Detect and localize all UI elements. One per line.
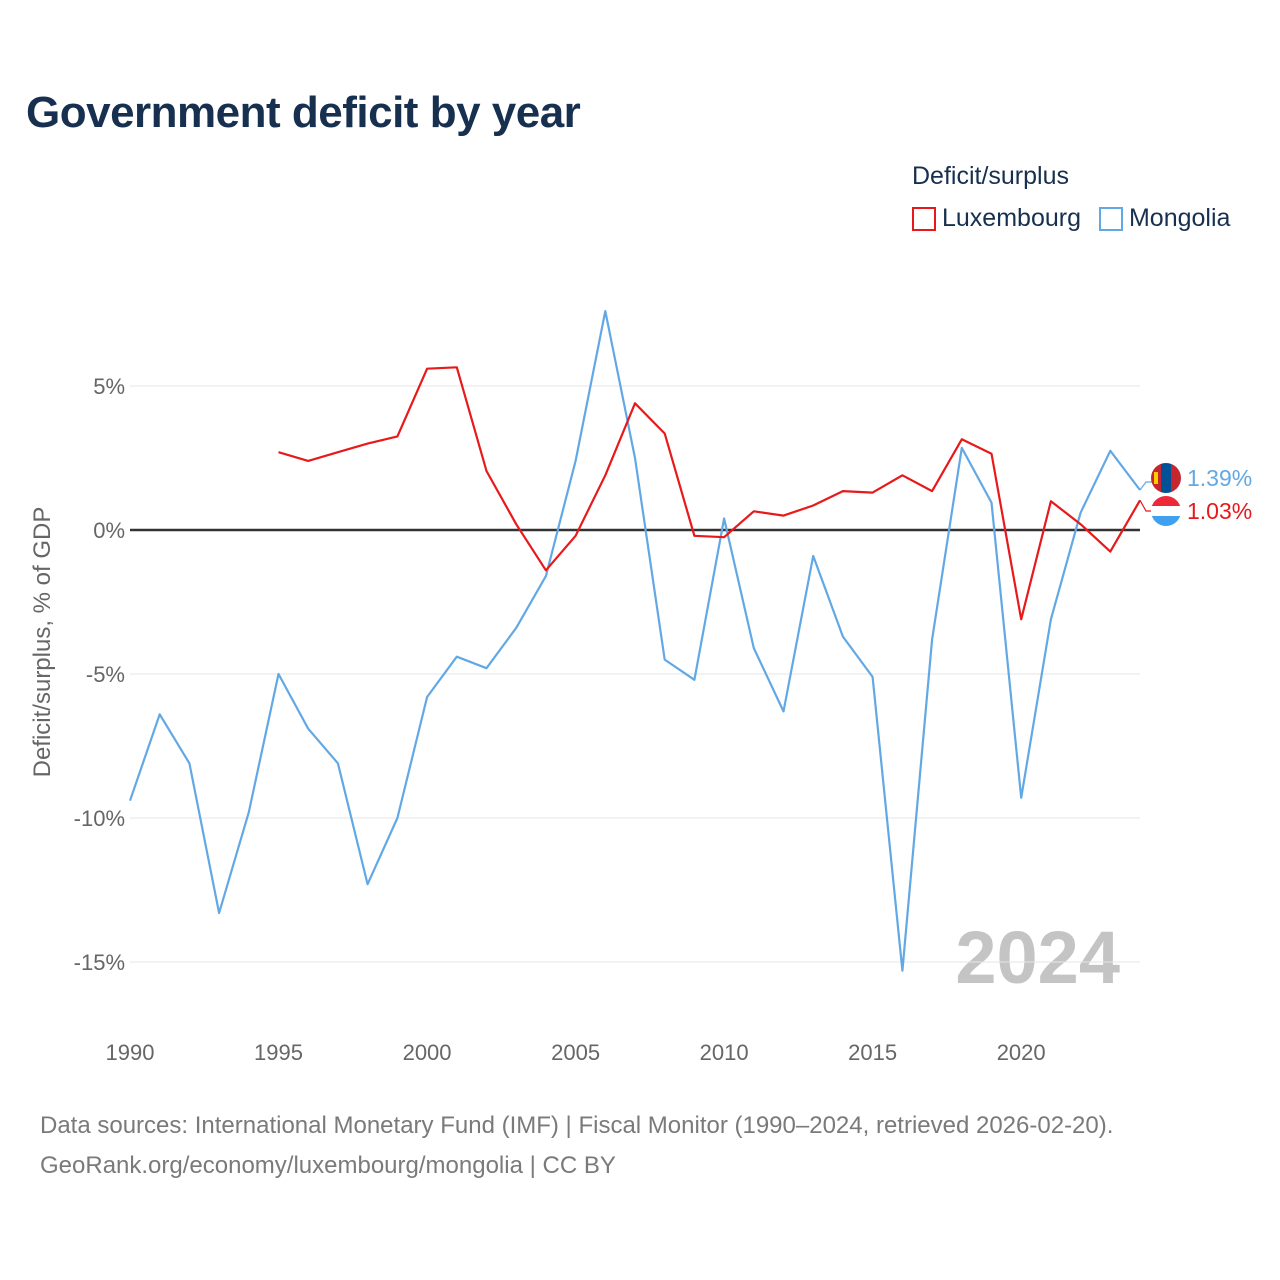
footer: Data sources: International Monetary Fun… xyxy=(40,1106,1113,1186)
y-tick-label: 0% xyxy=(93,518,125,543)
y-tick-label: -15% xyxy=(74,950,125,975)
y-axis-label: Deficit/surplus, % of GDP xyxy=(29,507,56,778)
series-line-luxembourg xyxy=(278,366,1141,621)
legend-item-mongolia[interactable]: Mongolia xyxy=(1098,204,1231,233)
legend-swatch-luxembourg xyxy=(912,206,936,231)
x-tick-label: 2000 xyxy=(403,1040,452,1065)
legend: Luxembourg Mongolia xyxy=(912,204,1248,233)
x-tick-label: 2015 xyxy=(848,1040,897,1065)
x-tick-label: 2005 xyxy=(551,1040,600,1065)
x-tick-label: 2020 xyxy=(997,1040,1046,1065)
series-line-mongolia xyxy=(128,310,1141,972)
y-tick-label: 5% xyxy=(93,374,125,399)
legend-label-luxembourg: Luxembourg xyxy=(942,204,1081,232)
flag-mongolia-icon xyxy=(1151,463,1181,493)
y-tick-label: -10% xyxy=(74,806,125,831)
x-tick-label: 1995 xyxy=(254,1040,303,1065)
flag-luxembourg-icon xyxy=(1151,496,1181,526)
legend-label-mongolia: Mongolia xyxy=(1128,204,1231,232)
data-source-note: Data sources: International Monetary Fun… xyxy=(40,1112,1114,1139)
chart-title: Government deficit by year xyxy=(26,88,581,137)
end-label-luxembourg: 1.03% xyxy=(1187,498,1252,524)
legend-swatch-mongolia xyxy=(1098,206,1123,231)
end-label-mongolia: 1.39% xyxy=(1187,465,1252,491)
attribution-link[interactable]: GeoRank.org/economy/luxembourg/mongolia … xyxy=(40,1152,616,1179)
y-tick-label: -5% xyxy=(86,662,125,687)
connector-mongolia xyxy=(1139,481,1152,491)
x-tick-label: 1990 xyxy=(106,1040,155,1065)
legend-title: Deficit/surplus xyxy=(912,162,1069,190)
legend-item-luxembourg[interactable]: Luxembourg xyxy=(912,204,1081,233)
year-watermark: 2024 xyxy=(955,916,1120,999)
connector-luxembourg xyxy=(1139,500,1152,512)
line-chart: 2024 5% 0% -5% -10% -15% 1990 1995 2000 2005 2010 2… xyxy=(29,310,1252,1065)
x-tick-label: 2010 xyxy=(700,1040,749,1065)
